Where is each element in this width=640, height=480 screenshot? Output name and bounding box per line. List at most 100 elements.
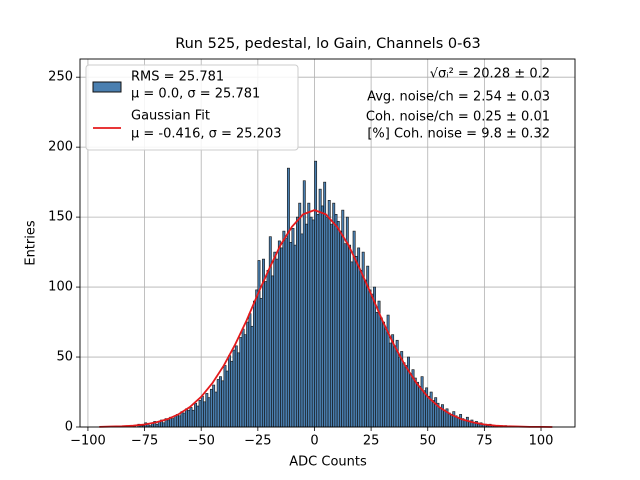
bar [223,365,227,428]
x-tick-label: 75 [476,434,493,449]
bar [194,402,197,428]
bar [400,351,404,428]
bar [336,221,340,428]
bar [384,328,388,428]
bar [450,414,453,428]
bar [255,289,259,428]
bar [332,202,336,428]
bar [248,313,252,428]
x-tick-label: −25 [244,434,271,449]
bar [225,370,229,428]
bar [418,386,422,428]
x-tick-label: −50 [187,434,214,449]
bar [182,412,186,428]
bar [180,411,184,428]
bar [357,247,361,428]
bar [232,349,236,428]
bar [230,360,234,428]
bar [447,412,451,428]
bar [327,200,331,428]
bar [443,409,447,428]
legend-label: Gaussian Fit [131,109,210,124]
bar [348,244,352,428]
annotation: √σᵢ² = 20.28 ± 0.2 [430,67,550,82]
legend-box [85,64,299,151]
bar [250,325,254,428]
bar [370,293,374,428]
bar [354,255,358,428]
annotation: [%] Coh. noise = 9.8 ± 0.32 [367,127,550,142]
y-tick-label: 0 [65,420,73,435]
bar [286,167,290,428]
legend-swatch [92,81,122,93]
bar [391,334,395,428]
bar [282,230,286,428]
bar [393,345,397,428]
bar [465,416,469,428]
bar [200,395,204,428]
bar [277,240,281,428]
bar [185,408,188,428]
bar [413,377,417,428]
bar [427,395,431,428]
bar [343,243,347,428]
bar [228,355,231,428]
fit-line [99,209,553,428]
bar [166,419,170,428]
bar [237,352,241,428]
bar [388,342,392,428]
bar [296,216,299,428]
bar [264,281,268,428]
y-tick-label: 150 [48,210,73,225]
bar [302,180,306,428]
bar [323,181,327,428]
bar [305,223,308,428]
bar [314,160,318,428]
bar [459,414,463,428]
bar [246,321,250,428]
bar [368,289,372,428]
bar [239,337,243,428]
annotation: Coh. noise/ch = 0.25 ± 0.01 [366,110,550,125]
bar [309,216,313,428]
bar [171,418,175,428]
annotation: Avg. noise/ch = 2.54 ± 0.03 [367,90,550,105]
bar [407,356,410,428]
bar [221,380,225,428]
bar [375,311,379,428]
bar [300,233,304,428]
bar [325,216,329,428]
bar [429,391,433,428]
bar [364,279,367,428]
bar [259,297,263,428]
bar [320,205,324,428]
bar [422,390,426,428]
bar [409,373,413,428]
bar [284,237,288,428]
chart-title: Run 525, pedestal, lo Gain, Channels 0-6… [175,36,481,52]
bar [280,247,284,428]
bar [298,202,302,428]
bar [377,300,381,428]
bar [234,345,238,428]
bar [420,376,424,428]
bar [275,258,279,428]
y-tick-label: 200 [48,140,73,155]
bar [382,321,386,428]
x-tick-label: 25 [363,434,380,449]
x-axis-label: ADC Counts [289,455,367,470]
bar [243,334,247,428]
bar [431,400,435,428]
bar [307,202,311,428]
x-tick-label: 50 [419,434,436,449]
legend: RMS = 25.781 μ = 0.0, σ = 25.781 Gaussian … [85,64,299,151]
bar [241,328,245,428]
bar [373,286,376,428]
legend-label: RMS = 25.781 [131,70,224,85]
bar [187,409,191,428]
bar [173,415,177,428]
bar [293,244,297,428]
bar [438,407,442,428]
